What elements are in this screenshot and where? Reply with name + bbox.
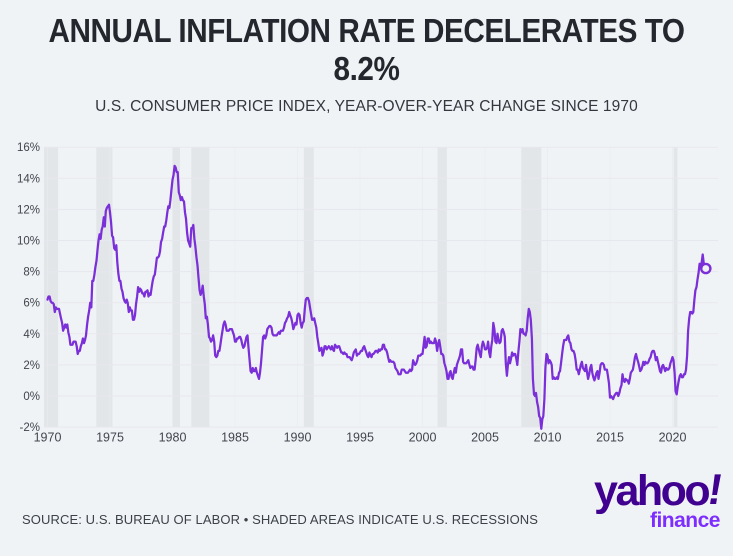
y-tick-label: 2%: [23, 360, 40, 372]
x-tick-label: 1970: [34, 431, 62, 445]
recession-band: [673, 147, 678, 428]
yahoo-wordmark: yahoo!: [594, 466, 724, 515]
y-tick-label: 8%: [23, 267, 40, 279]
header: ANNUAL INFLATION RATE DECELERATES TO 8.2…: [0, 12, 733, 116]
recession-band: [96, 147, 113, 428]
latest-point-marker: [700, 262, 712, 275]
y-tick-label: 12%: [17, 204, 40, 216]
chart-subtitle: U.S. CONSUMER PRICE INDEX, YEAR-OVER-YEA…: [95, 97, 638, 115]
y-tick-label: 4%: [23, 329, 40, 341]
y-tick-label: 16%: [17, 142, 40, 154]
yahoo-text: yahoo: [594, 467, 711, 515]
x-tick-label: 1990: [284, 431, 312, 445]
y-tick-label: 0%: [23, 391, 40, 403]
vertical-gridlines: [47, 147, 673, 428]
horizontal-gridlines: [44, 146, 718, 428]
x-tick-label: 1975: [96, 431, 124, 445]
y-tick-label: 14%: [17, 173, 40, 185]
x-tick-label: 2020: [659, 431, 687, 445]
x-tick-label: 1980: [159, 431, 187, 445]
x-tick-label: 2010: [534, 431, 562, 445]
finance-wordmark: finance: [649, 509, 721, 532]
page-title: ANNUAL INFLATION RATE DECELERATES TO 8.2…: [37, 12, 697, 89]
source-note: SOURCE: U.S. BUREAU OF LABOR • SHADED AR…: [22, 512, 539, 527]
y-axis-labels: -2% 0% 2% 4% 6% 8% 10% 12% 14% 16%: [17, 142, 40, 434]
x-tick-label: 2005: [471, 431, 499, 445]
y-tick-label: 10%: [17, 236, 40, 248]
x-tick-label: 1995: [346, 431, 374, 445]
recession-band: [437, 147, 447, 428]
recession-band: [44, 147, 59, 428]
x-tick-label: 2015: [596, 431, 624, 445]
headline-line-1: ANNUAL INFLATION RATE DECELERATES TO: [48, 12, 685, 49]
x-tick-label: 2000: [409, 431, 437, 445]
recession-band: [521, 147, 542, 428]
recession-band: [303, 147, 314, 428]
y-tick-label: 6%: [23, 298, 40, 310]
x-tick-label: 1985: [221, 431, 249, 445]
recession-band: [172, 147, 180, 428]
headline-line-2: 8.2%: [333, 50, 400, 88]
yahoo-finance-logo: yahoo! finance: [594, 466, 724, 532]
inflation-line: [46, 164, 707, 430]
y-tick-label: -2%: [20, 422, 40, 434]
x-axis-labels: 1970 1975 1980 1985 1990 1995 2000 2005 2010 2015…: [34, 431, 687, 445]
